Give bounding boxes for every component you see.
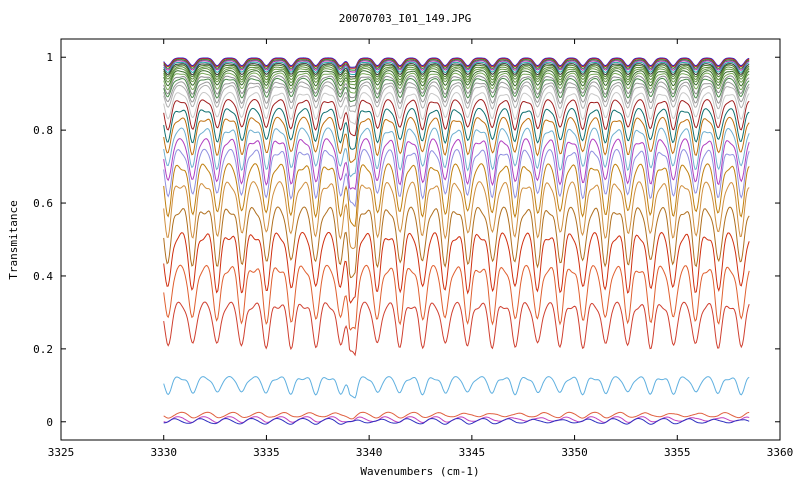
spectrum-series-line (163, 206, 750, 279)
spectrum-series-line (163, 91, 750, 125)
x-tick-label: 3330 (150, 446, 177, 459)
y-tick-label: 0.4 (33, 270, 53, 283)
spectrum-series-line (163, 138, 750, 191)
spectrum-series-line (163, 67, 750, 86)
spectrum-series-line (163, 60, 750, 73)
spectrum-series-line (163, 231, 750, 304)
spectrum-series-line (163, 98, 750, 137)
plot-frame (60, 38, 781, 441)
chart-title: 20070703_I01_149.JPG (339, 12, 471, 25)
spectrum-series-line (163, 417, 750, 425)
spectrum-series-line (163, 375, 750, 399)
x-tick-label: 3360 (767, 446, 794, 459)
spectrum-series-line (163, 64, 750, 80)
x-tick-label: 3335 (253, 446, 280, 459)
x-tick-label: 3350 (561, 446, 588, 459)
y-tick-label: 1 (46, 51, 53, 64)
x-tick-label: 3345 (459, 446, 486, 459)
y-tick-label: 0.8 (33, 124, 53, 137)
spectrum-series-line (163, 70, 750, 90)
spectrum-series-line (163, 59, 750, 71)
spectrum-series-line (163, 63, 750, 78)
spectrum-series-line (163, 58, 750, 69)
spectrum-series-line (163, 127, 750, 178)
y-axis-label: Transmitance (7, 200, 20, 279)
x-tick-label: 3325 (48, 446, 75, 459)
spectrum-series-line (163, 84, 750, 113)
x-tick-label: 3355 (664, 446, 691, 459)
spectrum-series-line (163, 301, 750, 357)
spectrum-series-line (163, 66, 750, 83)
y-tick-label: 0.6 (33, 197, 53, 210)
spectrum-series-line (163, 75, 750, 99)
spectrum-series-line (163, 181, 750, 250)
spectrum-series-line (163, 81, 750, 108)
spectrum-series-line (163, 77, 750, 103)
y-tick-label: 0.2 (33, 343, 53, 356)
axes-layer: 3325 3330 3335 3340 3345 3350 3355 3360 0 0.2 0.4 0… (33, 39, 793, 459)
spectrum-series-line (163, 107, 750, 150)
spectrum-series-line (163, 148, 750, 208)
x-axis-label: Wavenumbers (cm-1) (360, 465, 479, 478)
spectrum-series-line (163, 72, 750, 94)
series-layer (163, 57, 750, 425)
spectrum-series-line (163, 116, 750, 164)
y-tick-label: 0 (46, 416, 53, 429)
spectrum-series-line (163, 61, 750, 75)
spectrum-series-line (163, 57, 750, 68)
spectrum-series-line (163, 264, 750, 331)
x-tick-label: 3340 (356, 446, 383, 459)
spectrum-series-line (163, 163, 750, 227)
spectrum-series-line (163, 411, 750, 420)
